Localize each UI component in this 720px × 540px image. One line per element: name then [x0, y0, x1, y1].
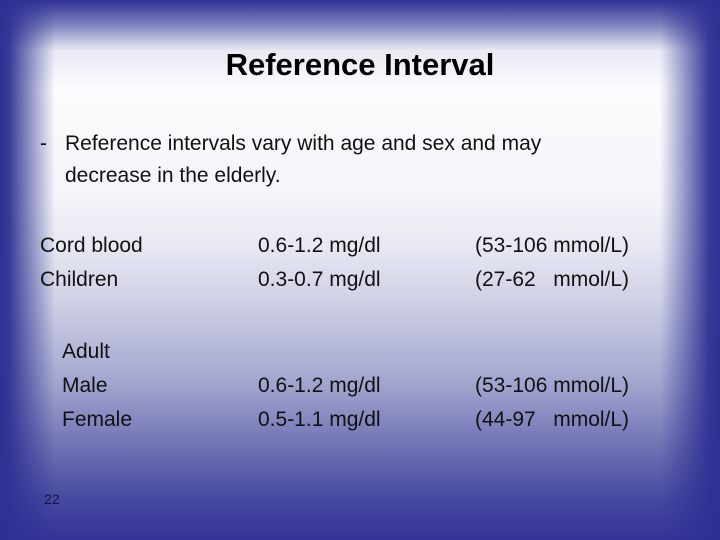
table-row: Male 0.6-1.2 mg/dl (53-106 mmol/L) — [40, 369, 700, 403]
reference-interval-table: Cord blood 0.6-1.2 mg/dl (53-106 mmol/L)… — [40, 229, 700, 437]
table-row: Cord blood 0.6-1.2 mg/dl (53-106 mmol/L) — [40, 229, 700, 263]
page-number: 22 — [44, 491, 60, 507]
row-range: (53-106 mmol/L) — [475, 374, 630, 397]
row-value: 0.6-1.2 mg/dl — [258, 374, 381, 397]
row-label: Adult — [62, 340, 110, 363]
bullet-dash: - — [40, 132, 47, 155]
table-row: Female 0.5-1.1 mg/dl (44-97 mmol/L) — [40, 403, 700, 437]
row-label: Female — [62, 408, 133, 431]
bullet-line: Reference intervals vary with age and se… — [65, 132, 542, 155]
row-range: (53-106 mmol/L) — [475, 234, 630, 257]
row-value: 0.5-1.1 mg/dl — [258, 408, 381, 431]
bullet-item: - Reference intervals vary with age and … — [40, 128, 650, 192]
row-label: Children — [40, 268, 119, 291]
row-value: 0.6-1.2 mg/dl — [258, 234, 381, 257]
bullet-text: Reference intervals vary with age and se… — [65, 128, 541, 192]
row-label: Male — [62, 374, 108, 397]
row-label: Cord blood — [40, 234, 143, 257]
row-range: (27-62 mmol/L) — [475, 268, 630, 291]
row-value: 0.3-0.7 mg/dl — [258, 268, 381, 291]
table-row: Adult — [40, 335, 700, 369]
bullet-line: decrease in the elderly. — [65, 164, 281, 187]
slide-title: Reference Interval — [225, 47, 495, 82]
table-row: Children 0.3-0.7 mg/dl (27-62 mmol/L) — [40, 263, 700, 297]
row-range: (44-97 mmol/L) — [475, 408, 630, 431]
